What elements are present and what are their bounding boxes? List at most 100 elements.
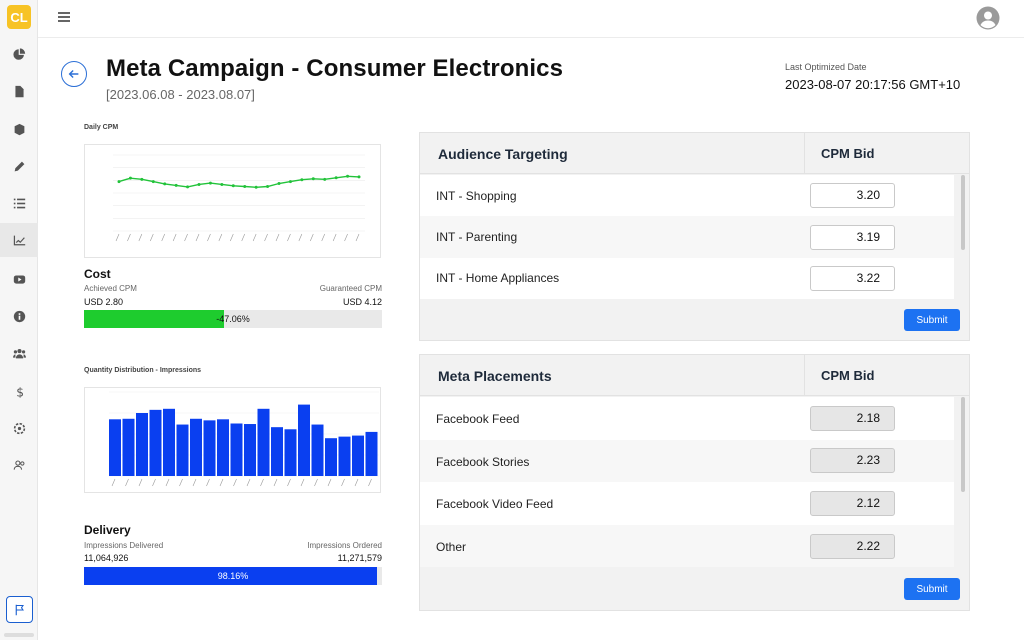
cpm-data-point [346,174,350,178]
table-row: INT - Parenting 3.19 [420,216,954,258]
impressions-bar [257,408,270,476]
impressions-bar [190,418,202,476]
gear-icon[interactable] [9,418,29,438]
x-tick-label [246,478,251,487]
cpm-chart-title: Daily CPM [84,124,119,131]
achieved-cpm-value: USD 2.80 [84,297,124,307]
cpm-data-point [334,176,338,180]
impressions-bar [149,409,162,476]
cpm-bid-input[interactable]: 3.22 [810,266,895,291]
cpm-data-point [357,175,361,179]
cpm-data-point [117,180,121,184]
cost-title: Cost [84,267,111,281]
impressions-bar [176,424,189,476]
audience-cpm-header: CPM Bid [804,133,969,174]
back-button[interactable] [61,61,87,87]
sidebar: CL $ [0,0,38,640]
audience-submit-button[interactable]: Submit [904,309,960,331]
impressions-ordered-label: Impressions Ordered [307,541,382,550]
cpm-line-chart [113,154,365,242]
impressions-chart [84,387,381,493]
flag-button[interactable] [6,596,33,623]
x-tick-label [241,233,245,242]
cpm-bid-input[interactable]: 3.20 [810,183,895,208]
sidebar-scroll-handle [4,633,34,637]
placement-row-label: Other [436,540,467,554]
cpm-bid-input[interactable]: 2.12 [810,491,895,516]
cpm-bid-input[interactable]: 2.18 [810,406,895,431]
impressions-ordered-value: 11,271,579 [337,553,382,563]
cpm-data-point [300,178,304,182]
table-row: Facebook Feed 2.18 [420,397,954,440]
x-tick-label [152,478,156,487]
cpm-data-point [140,177,144,181]
impressions-bar [203,420,216,476]
cpm-chart [84,144,381,258]
date-range: [2023.06.08 - 2023.08.07] [106,87,255,102]
impressions-bar [298,404,310,476]
table-row: INT - Shopping 3.20 [420,175,954,216]
hamburger-menu-icon[interactable] [58,12,70,24]
x-tick-label [111,478,116,487]
x-tick-label [165,478,170,487]
placements-table-header: Meta Placements CPM Bid [420,355,969,396]
audience-row-label: INT - Shopping [436,189,517,203]
document-icon[interactable] [9,81,29,101]
impressions-bar [109,419,121,476]
audience-scrollbar[interactable] [961,175,965,250]
x-tick-label [233,478,237,487]
impressions-delivered-value: 11,064,926 [84,553,129,563]
cpm-data-point [186,185,190,189]
audience-header-label: Audience Targeting [438,146,568,162]
x-tick-label [184,233,188,242]
impressions-chart-title: Quantity Distribution - Impressions [84,367,202,374]
placements-cpm-header: CPM Bid [804,355,969,396]
list-icon[interactable] [9,193,29,213]
cube-icon[interactable] [9,119,29,139]
cpm-data-point [277,182,281,185]
audience-targeting-table: Audience Targeting CPM Bid INT - Shoppin… [419,132,970,341]
arrow-left-icon [68,70,79,78]
placements-submit-button[interactable]: Submit [904,578,960,600]
impressions-bar [338,436,351,476]
cpm-bid-input[interactable]: 2.23 [810,448,895,473]
user-account-icon[interactable] [976,6,1000,30]
x-tick-label [161,233,165,242]
x-tick-label [314,478,318,487]
dollar-icon[interactable]: $ [9,381,29,401]
app-logo[interactable]: CL [7,5,31,29]
placement-row-label: Facebook Feed [436,412,520,426]
impressions-bar [136,413,148,476]
cpm-data-point [208,181,212,185]
placement-row-label: Facebook Stories [436,455,530,469]
youtube-icon[interactable] [9,269,29,289]
x-tick-label [219,478,224,487]
info-icon[interactable] [9,306,29,326]
x-tick-label [355,233,360,242]
x-tick-label [260,478,264,487]
audience-table-header: Audience Targeting CPM Bid [420,133,969,174]
people-icon[interactable] [9,455,29,475]
cpm-bid-input[interactable]: 2.22 [810,534,895,559]
delivery-progress-bar: 98.16% [84,567,382,585]
cpm-data-point [243,185,247,189]
cost-progress-fill [84,310,225,328]
cpm-data-point [288,180,292,184]
group-icon[interactable] [9,343,29,363]
impressions-bar [163,408,175,476]
x-tick-label [172,233,177,242]
cpm-bid-input[interactable]: 3.19 [810,225,895,250]
trend-icon[interactable] [0,223,38,257]
cpm-data-point [231,184,235,188]
cpm-data-point [128,176,132,180]
pie-chart-icon[interactable] [9,44,29,64]
impressions-bar [365,431,378,476]
table-row: Facebook Video Feed 2.12 [420,482,954,525]
top-bar [38,0,1024,38]
cpm-series-line [118,175,360,189]
x-tick-label [192,478,197,487]
placements-scrollbar[interactable] [961,397,965,492]
pencil-icon[interactable] [9,156,29,176]
cpm-data-point [197,182,201,186]
x-tick-label [341,478,345,487]
